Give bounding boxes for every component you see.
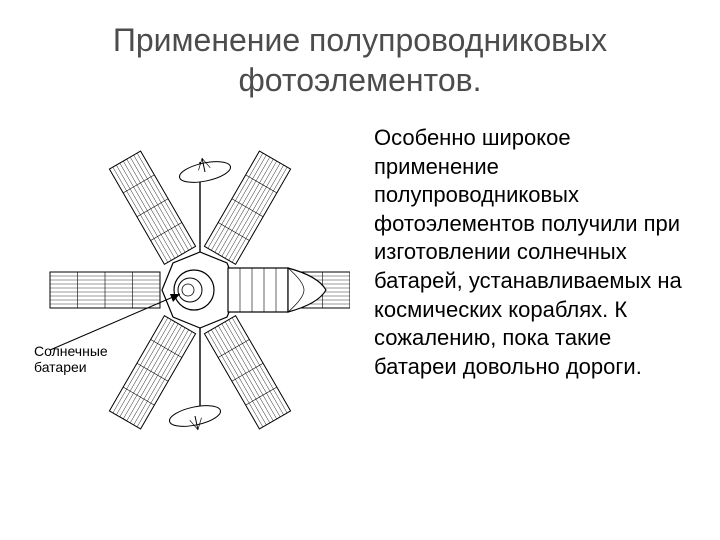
slide: Применение полупроводниковых фотоэлемент… bbox=[0, 0, 720, 540]
figure-caption-line1: Солнечные bbox=[34, 343, 108, 359]
figure-column: Солнечные батареи bbox=[30, 120, 350, 440]
figure-caption-line2: батареи bbox=[34, 359, 87, 375]
body-text: Особенно широкое применение полупроводни… bbox=[374, 120, 690, 381]
slide-title: Применение полупроводниковых фотоэлемент… bbox=[30, 20, 690, 100]
content-row: Солнечные батареи Особенно широкое приме… bbox=[30, 120, 690, 440]
spacecraft-figure: Солнечные батареи bbox=[30, 120, 350, 440]
